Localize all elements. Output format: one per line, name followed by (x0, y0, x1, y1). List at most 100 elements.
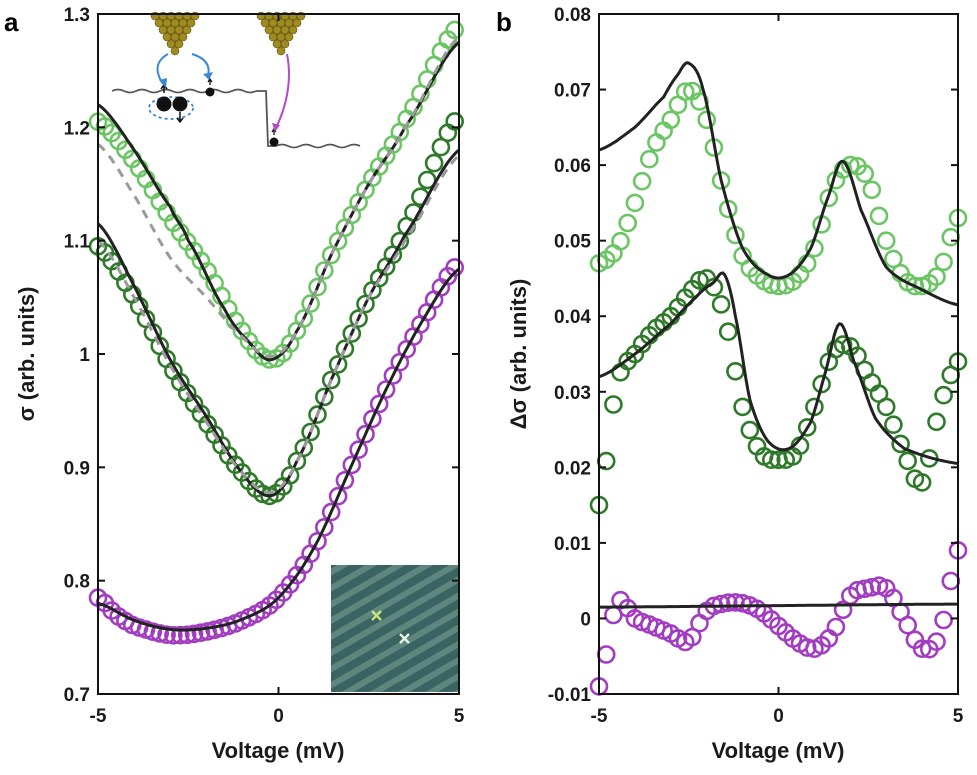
data-point-light-green (639, 149, 659, 169)
data-point-light-green (308, 277, 327, 297)
data-point-dark-green (349, 309, 368, 328)
data-point-light-green (445, 20, 465, 40)
panel-b-series (589, 81, 968, 696)
data-point-light-green (618, 213, 638, 233)
panel-b: b -0.01 0 0.01 0.02 0.03 0.04 0.05 0.06 0.07 0.08… (496, 5, 968, 763)
data-point-light-green (711, 171, 731, 190)
data-point-light-green (862, 180, 882, 200)
data-point-purple (314, 517, 334, 537)
y-tick-label: 0 (580, 609, 591, 630)
data-point-light-green (675, 82, 695, 101)
data-point-purple (718, 593, 738, 613)
x-tick-label: 5 (953, 706, 964, 727)
data-point-purple (369, 394, 389, 414)
panel-a-x-label: Voltage (mV) (212, 738, 345, 763)
data-point-dark-green (690, 270, 709, 290)
data-point-purple (328, 486, 348, 506)
measurement-marker-light-icon (371, 610, 382, 621)
data-point-light-green (632, 171, 652, 191)
data-point-purple (912, 639, 932, 659)
data-point-purple (335, 470, 355, 490)
data-point-purple (191, 623, 211, 643)
data-point-dark-green (733, 397, 752, 417)
x-tick-label: 0 (273, 706, 284, 727)
data-point-purple (342, 455, 362, 475)
data-point-purple (177, 625, 197, 645)
data-point-dark-green (912, 473, 932, 492)
data-point-dark-green (390, 231, 410, 251)
data-point-light-green (884, 249, 903, 269)
data-point-purple (941, 571, 961, 591)
fit-line-light-green-fit (598, 61, 959, 307)
data-point-purple (596, 645, 616, 664)
topography-image (331, 565, 458, 692)
data-point-dark-green (328, 355, 348, 374)
data-point-purple (833, 600, 853, 620)
y-tick-label: 0.9 (64, 458, 90, 479)
panel-a: a (4, 5, 465, 763)
data-point-purple (934, 610, 953, 630)
data-point-dark-green (335, 339, 355, 359)
data-point-dark-green (294, 438, 314, 458)
y-tick-label: 0.01 (554, 534, 591, 555)
data-point-purple (349, 440, 368, 460)
y-tick-label: 0.08 (554, 5, 591, 26)
data-point-light-green (301, 294, 320, 313)
panel-b-axes: -0.01 0 0.01 0.02 0.03 0.04 0.05 0.06 0.07 0.08 -5… (548, 5, 964, 727)
data-point-light-green (819, 188, 839, 208)
data-point-light-green (934, 252, 953, 272)
panel-a-letter: a (4, 7, 19, 37)
y-tick-label: 1 (79, 345, 90, 366)
y-tick-label: 0.7 (64, 685, 90, 706)
data-point-light-green (294, 309, 314, 328)
panel-b-letter: b (496, 7, 512, 37)
data-point-purple (184, 624, 204, 644)
tunneling-schematic-inset (111, 11, 361, 149)
measurement-marker-dark-icon (399, 633, 410, 644)
topography-inset (331, 565, 458, 692)
data-point-dark-green (927, 412, 946, 432)
data-point-purple (321, 502, 341, 522)
stm-tip-right-icon (256, 11, 306, 56)
data-point-purple (363, 409, 382, 429)
data-point-light-green (697, 110, 717, 130)
data-point-light-green (611, 231, 630, 251)
data-point-dark-green (604, 395, 623, 414)
data-point-dark-green (833, 335, 853, 354)
fit-line-dark-green-fit (598, 271, 959, 466)
data-point-purple (150, 624, 169, 643)
data-point-purple (826, 617, 846, 637)
y-tick-label: 1.1 (64, 232, 91, 253)
data-point-dark-green (812, 374, 831, 394)
data-point-dark-green (314, 387, 334, 407)
data-point-dark-green (718, 322, 738, 342)
panel-b-frame (598, 13, 959, 695)
data-point-purple (356, 424, 375, 444)
stm-tip-left-icon (150, 11, 200, 56)
data-point-dark-green (797, 418, 817, 437)
x-tick-label: 5 (454, 706, 465, 727)
data-point-purple (157, 625, 176, 645)
y-tick-label: 0.8 (64, 572, 90, 593)
fit-line-light-green-dashed-fit (97, 35, 460, 358)
data-point-dark-green (342, 324, 362, 343)
cooper-pair-ring-icon (148, 96, 194, 120)
cooper-pair-icon (156, 83, 188, 124)
panel-a-series (88, 20, 465, 645)
panel-a-fits (96, 35, 460, 632)
data-point-dark-green (424, 153, 444, 173)
data-point-purple (445, 258, 465, 277)
data-point-dark-green (761, 450, 781, 470)
data-point-dark-green (711, 295, 731, 314)
data-point-purple (171, 625, 190, 645)
data-point-dark-green (321, 370, 341, 390)
data-point-dark-green (301, 422, 320, 442)
data-point-purple (927, 632, 946, 652)
data-point-dark-green (445, 112, 465, 131)
panel-a-axes: 0.7 0.8 0.9 1 1.1 1.2 1.3 -5 0 5 (64, 5, 465, 727)
data-point-dark-green (848, 346, 867, 366)
y-tick-label: 1.3 (64, 5, 90, 26)
y-tick-label: 1.2 (64, 118, 90, 139)
data-point-light-green (625, 193, 645, 213)
